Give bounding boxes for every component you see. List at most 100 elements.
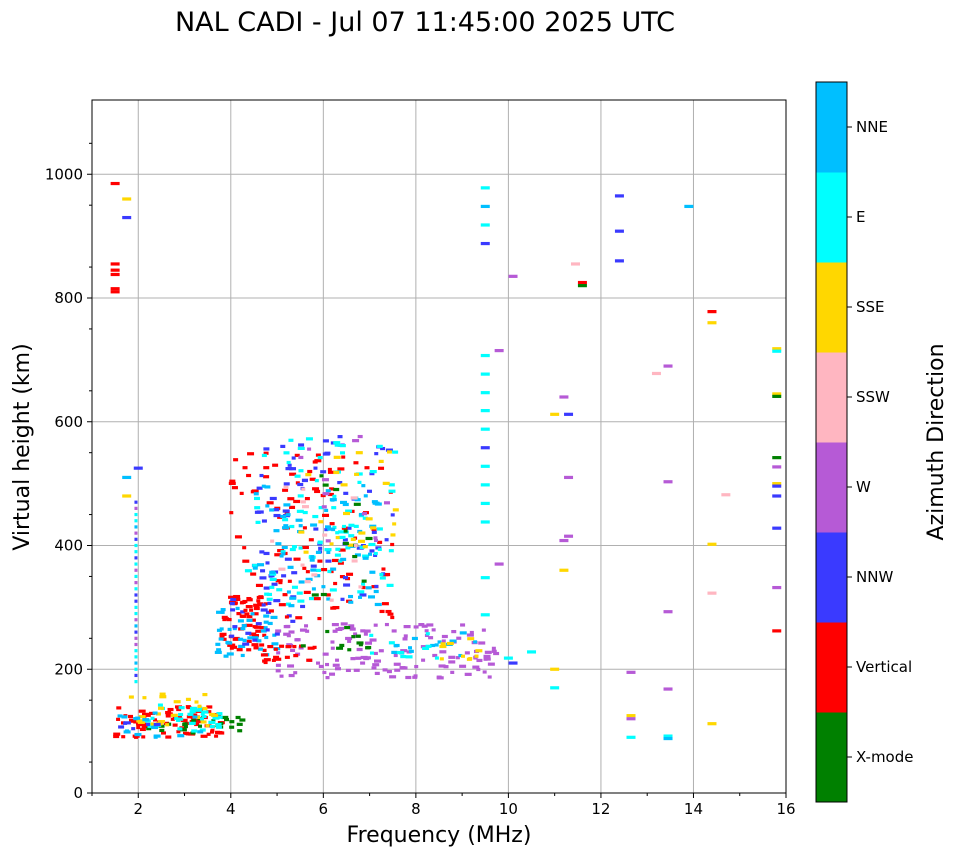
- cluster-point: [378, 466, 385, 470]
- cluster-point: [271, 658, 276, 662]
- cluster-point: [376, 444, 383, 448]
- cluster-point: [309, 558, 315, 562]
- cluster-point: [352, 439, 360, 443]
- cluster-point: [310, 555, 315, 559]
- cluster-point: [231, 486, 238, 490]
- cluster-point: [338, 535, 346, 540]
- echo-point: [110, 262, 120, 266]
- cluster-point: [165, 714, 171, 718]
- cluster-point: [436, 675, 442, 679]
- cluster-point: [246, 648, 252, 652]
- cluster-point: [356, 647, 363, 652]
- cluster-point: [369, 638, 377, 642]
- cluster-point: [222, 617, 227, 622]
- cluster-point: [220, 608, 226, 612]
- cluster-point: [185, 697, 191, 701]
- cluster-point: [340, 451, 346, 455]
- cluster-point: [393, 653, 398, 658]
- cluster-point: [304, 496, 310, 501]
- column-point: [134, 574, 138, 579]
- cluster-point: [348, 534, 355, 538]
- cluster-point: [238, 637, 244, 641]
- cluster-point: [246, 639, 252, 644]
- cluster-point: [116, 706, 122, 710]
- cluster-point: [364, 629, 371, 633]
- cluster-point: [289, 467, 297, 471]
- cluster-point: [473, 640, 478, 644]
- cluster-point: [250, 612, 255, 616]
- cluster-point: [408, 649, 414, 653]
- cluster-point: [428, 636, 434, 640]
- cluster-point: [361, 582, 366, 586]
- cluster-point: [242, 546, 247, 550]
- cluster-point: [449, 639, 457, 643]
- cluster-point: [267, 601, 272, 605]
- cluster-point: [247, 636, 254, 640]
- cluster-point: [197, 704, 202, 708]
- cluster-point: [350, 537, 356, 541]
- cluster-point: [340, 483, 348, 487]
- cluster-point: [362, 545, 368, 549]
- cluster-point: [321, 478, 329, 482]
- cluster-point: [179, 726, 187, 730]
- echo-point: [480, 223, 490, 227]
- cluster-point: [281, 552, 286, 556]
- cluster-point: [314, 489, 321, 494]
- cluster-point: [403, 634, 408, 638]
- cluster-point: [191, 719, 197, 723]
- cluster-point: [187, 712, 194, 716]
- cluster-point: [369, 469, 377, 474]
- cluster-point: [304, 624, 309, 628]
- cluster-point: [244, 612, 250, 616]
- cluster-point: [374, 659, 382, 663]
- cluster-point: [330, 646, 335, 650]
- cluster-point: [230, 608, 236, 612]
- cluster-point: [172, 723, 178, 727]
- cluster-point: [390, 533, 396, 537]
- cluster-point: [334, 667, 341, 671]
- cluster-point: [260, 629, 267, 633]
- cluster-point: [358, 531, 366, 535]
- cluster-point: [327, 569, 332, 574]
- echo-point: [480, 520, 490, 524]
- cluster-point: [276, 651, 281, 655]
- cluster-point: [244, 569, 252, 573]
- cluster-point: [302, 505, 310, 509]
- cluster-point: [165, 710, 172, 715]
- cluster-point: [288, 630, 295, 634]
- cluster-point: [491, 646, 496, 650]
- cluster-point: [255, 520, 261, 524]
- cluster-point: [363, 494, 368, 498]
- echo-point: [559, 538, 569, 543]
- cluster-point: [358, 595, 363, 599]
- cluster-point: [215, 722, 222, 727]
- plot-frame: [91, 99, 787, 794]
- cluster-point: [255, 629, 262, 633]
- cluster-point: [250, 572, 257, 576]
- cluster-point: [466, 633, 474, 637]
- cluster-point: [345, 509, 353, 513]
- cluster-point: [264, 592, 270, 596]
- echo-point: [110, 181, 120, 186]
- cluster-point: [333, 581, 338, 586]
- cluster-point: [246, 615, 253, 619]
- cluster-point: [155, 712, 161, 716]
- cluster-point: [425, 644, 432, 648]
- cluster-point: [369, 524, 377, 528]
- cluster-point: [298, 524, 303, 528]
- cluster-point: [229, 479, 236, 483]
- cluster-point: [331, 506, 337, 510]
- cluster-point: [229, 634, 235, 638]
- cluster-point: [289, 547, 296, 552]
- cluster-point: [133, 720, 138, 724]
- cluster-point: [293, 499, 301, 504]
- cluster-point: [307, 469, 313, 474]
- echo-point: [122, 494, 132, 498]
- cluster-point: [402, 637, 408, 641]
- cluster-point: [289, 505, 296, 509]
- cluster-point: [312, 514, 319, 519]
- cluster-point: [200, 712, 205, 716]
- colorbar-segment: [816, 712, 847, 803]
- cluster-point: [476, 667, 481, 672]
- cluster-point: [255, 622, 262, 626]
